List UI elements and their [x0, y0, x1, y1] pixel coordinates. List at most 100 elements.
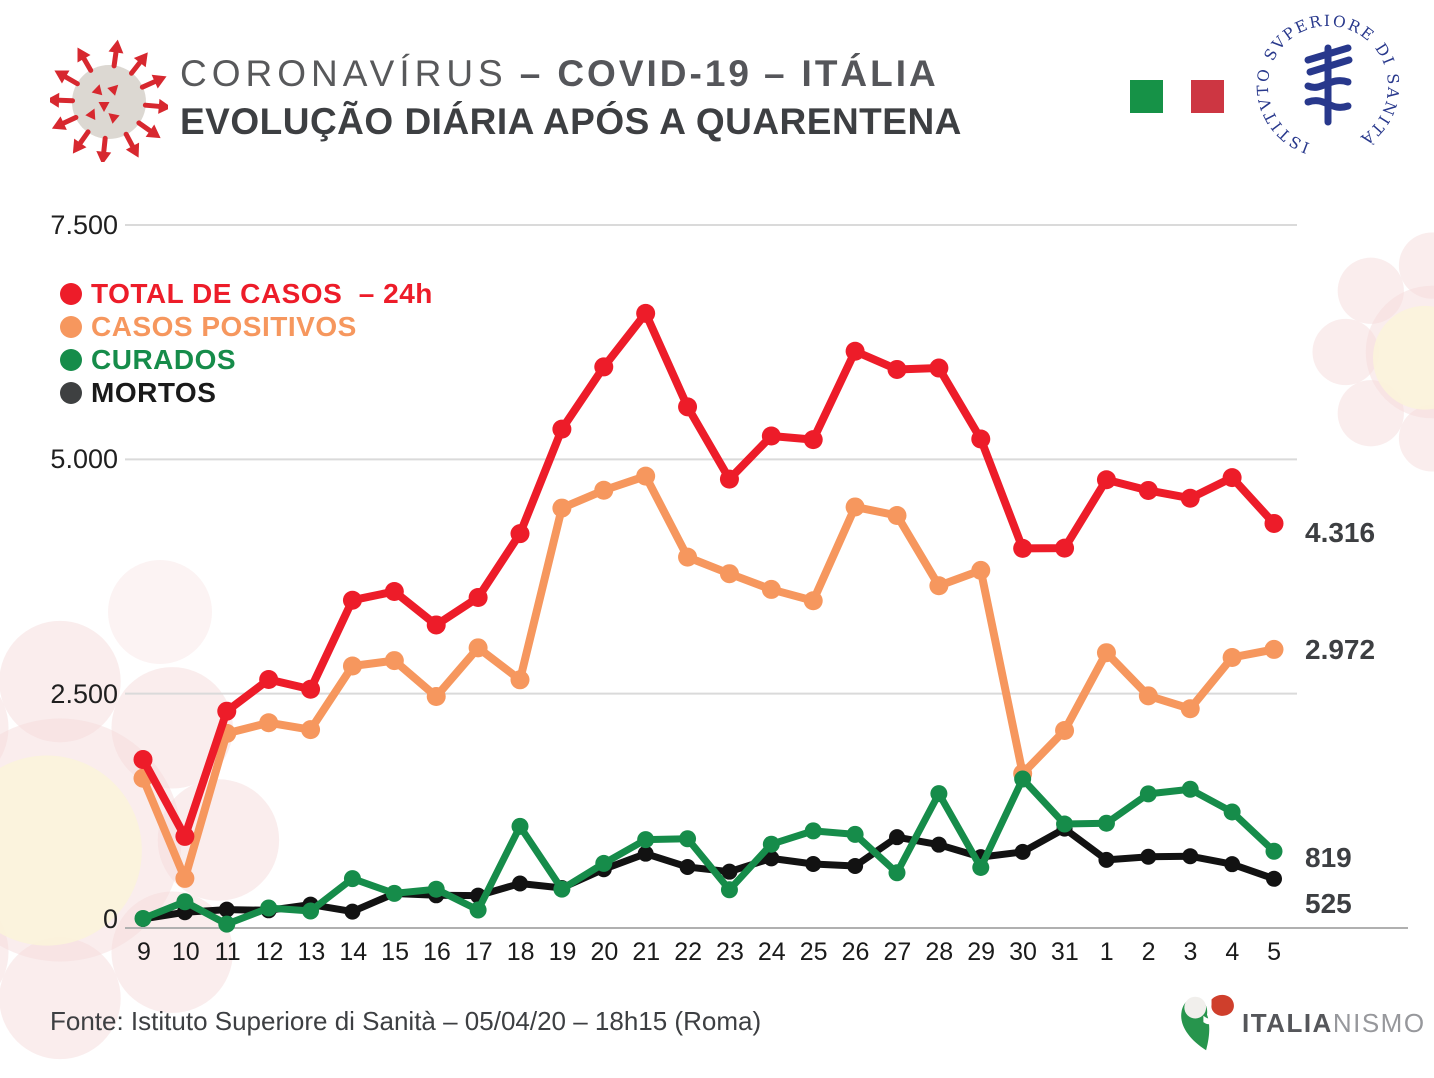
- end-label-total-de-casos: 4.316: [1305, 517, 1376, 548]
- line-total_de_casos: [139, 309, 1278, 841]
- point-curados-31: [1056, 815, 1074, 833]
- x-tick-17: 17: [464, 938, 493, 966]
- x-tick-16: 16: [423, 938, 451, 966]
- x-tick-15: 15: [381, 938, 409, 966]
- point-mortos-30: [1014, 843, 1031, 860]
- point-curados-22: [679, 830, 697, 848]
- point-total_de_casos-20: [594, 357, 614, 377]
- legend-item-total-de-casos: TOTAL DE CASOS – 24h: [60, 277, 433, 310]
- italianismo-logo: ITALIANISMO: [1178, 992, 1426, 1054]
- point-mortos-21: [637, 845, 654, 862]
- x-tick-30: 30: [1009, 938, 1037, 966]
- point-casos_positivos-16: [426, 686, 446, 706]
- point-curados-12: [260, 899, 278, 917]
- point-mortos-28: [930, 836, 947, 853]
- point-casos_positivos-31: [1055, 721, 1075, 741]
- point-mortos-3: [1182, 848, 1199, 865]
- legend-label-casos-positivos: CASOS POSITIVOS: [91, 310, 357, 342]
- point-total_de_casos-25: [803, 430, 823, 450]
- point-total_de_casos-5: [1264, 513, 1284, 533]
- x-tick-31: 31: [1050, 938, 1079, 966]
- point-casos_positivos-22: [678, 547, 698, 567]
- legend-label-mortos: MORTOS: [91, 376, 217, 408]
- point-curados-10: [176, 893, 194, 911]
- point-casos_positivos-17: [468, 638, 488, 658]
- point-curados-4: [1223, 803, 1241, 821]
- x-tick-28: 28: [925, 938, 954, 966]
- x-tick-26: 26: [841, 938, 870, 966]
- x-tick-9: 9: [136, 938, 151, 966]
- end-label-casos-positivos: 2.972: [1305, 634, 1376, 665]
- point-curados-27: [888, 864, 906, 882]
- point-curados-14: [343, 870, 361, 888]
- x-tick-3: 3: [1183, 938, 1198, 966]
- italy-flag: [1130, 80, 1224, 113]
- point-casos_positivos-23: [719, 564, 739, 584]
- source-note: Fonte: Istituto Superiore di Sanità – 05…: [50, 1006, 762, 1036]
- title-coronavirus: CORONAVÍRUS: [180, 53, 508, 94]
- point-mortos-23: [721, 863, 738, 880]
- x-tick-13: 13: [297, 938, 326, 966]
- legend-item-casos-positivos: CASOS POSITIVOS: [60, 310, 433, 343]
- point-curados-21: [637, 831, 655, 849]
- title-dash: –: [763, 53, 790, 94]
- point-curados-15: [385, 884, 403, 902]
- point-mortos-4: [1224, 856, 1241, 873]
- point-casos_positivos-15: [384, 651, 404, 671]
- x-tick-14: 14: [339, 938, 368, 966]
- point-mortos-26: [847, 857, 864, 874]
- point-total_de_casos-15: [384, 581, 404, 601]
- legend-label-curados: CURADOS: [91, 343, 237, 375]
- point-curados-28: [930, 785, 948, 803]
- point-curados-13: [302, 902, 320, 920]
- point-total_de_casos-4: [1222, 468, 1242, 488]
- point-curados-26: [846, 825, 864, 843]
- point-casos_positivos-2: [1138, 686, 1158, 706]
- point-casos_positivos-19: [552, 498, 572, 518]
- x-tick-21: 21: [632, 938, 661, 966]
- point-casos_positivos-24: [761, 579, 781, 599]
- point-total_de_casos-28: [929, 358, 949, 378]
- point-mortos-1: [1098, 851, 1115, 868]
- point-curados-25: [804, 822, 822, 840]
- point-curados-5: [1265, 842, 1283, 860]
- line-curados: [139, 775, 1278, 928]
- x-tick-25: 25: [799, 938, 828, 966]
- point-curados-11: [218, 915, 236, 933]
- point-curados-18: [511, 817, 529, 835]
- x-tick-18: 18: [506, 938, 535, 966]
- point-casos_positivos-25: [803, 591, 823, 611]
- point-mortos-24: [763, 850, 780, 867]
- point-casos_positivos-12: [259, 713, 279, 733]
- point-curados-9: [134, 909, 152, 927]
- point-mortos-5: [1266, 870, 1282, 887]
- point-total_de_casos-13: [301, 679, 321, 699]
- point-total_de_casos-27: [887, 359, 907, 379]
- x-tick-22: 22: [674, 938, 702, 966]
- point-casos_positivos-13: [301, 720, 321, 740]
- point-mortos-11: [218, 901, 235, 918]
- title-covid19: COVID-19: [557, 53, 752, 94]
- x-tick-19: 19: [548, 938, 577, 966]
- point-curados-23: [720, 881, 738, 899]
- point-mortos-25: [805, 855, 822, 872]
- end-label-curados: 819: [1305, 842, 1352, 873]
- chart-legend: TOTAL DE CASOS – 24h CASOS POSITIVOS CUR…: [60, 277, 433, 409]
- italianismo-wordmark: ITALIANISMO: [1242, 1008, 1426, 1039]
- point-total_de_casos-26: [845, 341, 865, 361]
- legend-dot-curados: [60, 348, 82, 371]
- x-tick-11: 11: [214, 938, 241, 966]
- x-axis-labels: 9 10 11 12 13 14 15 16 17 18 19 20 21 22 23 24 25 26 27 28 2…: [123, 936, 1295, 968]
- point-mortos-14: [344, 903, 361, 920]
- point-total_de_casos-22: [678, 397, 698, 417]
- x-tick-2: 2: [1141, 938, 1156, 966]
- page-title: CORONAVÍRUS – COVID-19– ITÁLIA: [180, 52, 962, 96]
- point-total_de_casos-30: [1013, 538, 1033, 558]
- point-total_de_casos-19: [552, 419, 572, 439]
- end-label-mortos: 525: [1305, 888, 1352, 919]
- point-curados-17: [469, 901, 487, 919]
- y-tick-2500: 2.500: [50, 679, 118, 709]
